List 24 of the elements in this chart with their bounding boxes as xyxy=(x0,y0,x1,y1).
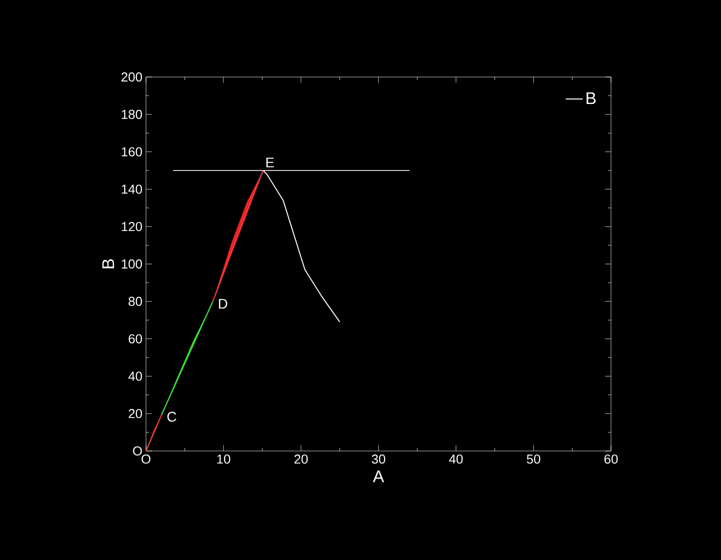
x-tick-label: 30 xyxy=(372,454,386,464)
y-tick-label: 80 xyxy=(128,296,142,306)
annotation: D xyxy=(218,298,228,309)
y-axis-title: B xyxy=(102,259,114,268)
y-tick-label: 100 xyxy=(122,259,142,269)
x-tick-label: 50 xyxy=(526,454,540,464)
x-tick-label: 10 xyxy=(217,454,230,464)
y-tick-label: O xyxy=(133,446,142,456)
y-tick-label: 120 xyxy=(122,222,142,232)
y-tick-label: 140 xyxy=(122,184,142,194)
x-tick-label: 60 xyxy=(604,454,618,464)
legend-label: B xyxy=(586,92,596,104)
x-axis-title: A xyxy=(372,470,384,482)
y-tick-label: 160 xyxy=(122,147,142,156)
y-tick-label: 180 xyxy=(122,110,142,119)
annotation: C xyxy=(167,412,176,422)
x-tick-label: O xyxy=(142,454,150,464)
x-tick-label: 40 xyxy=(449,454,463,464)
y-tick-label: 200 xyxy=(122,72,142,82)
y-tick-label: 20 xyxy=(128,409,142,418)
y-tick-label: 60 xyxy=(128,334,142,344)
annotation: E xyxy=(266,158,274,168)
x-tick-label: 20 xyxy=(294,454,308,464)
y-tick-label: 40 xyxy=(128,372,142,381)
